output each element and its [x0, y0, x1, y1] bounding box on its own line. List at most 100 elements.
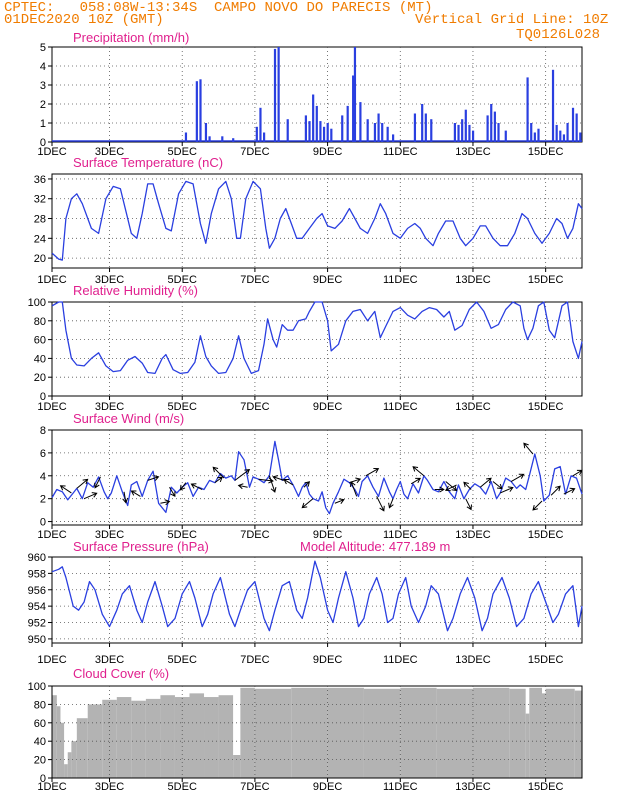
x-tick-label: 7DEC: [240, 274, 269, 286]
precip-bar: [537, 128, 540, 142]
wind-arrow: [563, 487, 576, 495]
cloud-segment: [71, 741, 77, 778]
precip-bar: [352, 75, 355, 142]
precip-bar: [377, 113, 380, 142]
precip-bar: [575, 113, 578, 142]
x-tick-label: 15DEC: [528, 654, 564, 666]
precip-bar: [559, 130, 562, 142]
x-tick-label: 11DEC: [383, 781, 418, 793]
precip-bar: [184, 132, 188, 142]
wind-arrow: [463, 481, 472, 490]
x-tick-label: 11DEC: [383, 654, 418, 666]
wind-arrow: [83, 492, 98, 500]
wind-arrow: [388, 498, 394, 509]
x-tick-label: 1DEC: [37, 401, 66, 413]
x-tick-label: 3DEC: [95, 654, 124, 666]
x-tick-label: 7DEC: [240, 654, 269, 666]
cloud-segment: [145, 698, 161, 778]
precip-bar: [453, 123, 456, 142]
panel-title: Surface Temperature (nC): [73, 155, 223, 170]
precip-bar: [286, 119, 289, 142]
header-station: CPTEC: 058:08W-13:34S CAMPO NOVO DO PARE…: [4, 0, 433, 16]
cloud-segment: [160, 695, 175, 778]
cloud-segment: [529, 687, 543, 778]
x-tick-label: 11DEC: [383, 274, 418, 286]
precip-bar: [326, 123, 329, 142]
x-tick-label: 13DEC: [455, 781, 491, 793]
x-tick-label: 13DEC: [455, 274, 491, 286]
x-tick-label: 7DEC: [240, 146, 269, 158]
precip-bar: [277, 47, 280, 142]
cloud-segment: [436, 688, 473, 778]
cloud-segment: [363, 688, 401, 778]
y-tick-label: 8: [40, 425, 46, 437]
y-tick-label: 20: [34, 253, 46, 265]
wind-arrow: [212, 466, 225, 479]
precip-bar: [304, 115, 307, 142]
precip-bar: [566, 123, 569, 142]
cloud-segment: [472, 687, 510, 778]
wind-arrow: [234, 468, 251, 481]
wind-arrow: [500, 486, 514, 494]
y-tick-label: 952: [28, 618, 46, 630]
cloud-segment: [218, 695, 234, 778]
panel-4: 950 952 954 956 958 960 1DEC 3DEC 5DEC 7DEC 9DEC 11…: [28, 539, 583, 666]
panel-title: Surface Pressure (hPa): [73, 539, 209, 554]
x-tick-label: 1DEC: [37, 781, 66, 793]
precip-bar: [273, 48, 277, 142]
precip-bar: [259, 107, 262, 142]
y-tick-label: 960: [28, 552, 46, 564]
y-tick-label: 956: [28, 585, 46, 597]
precip-bar: [208, 136, 211, 142]
precip-bar: [551, 69, 555, 142]
panel-title: Relative Humidity (%): [73, 283, 198, 298]
precip-bar: [330, 128, 333, 142]
x-tick-label: 15DEC: [528, 529, 564, 541]
precip-bar: [312, 94, 315, 142]
precip-bar: [373, 123, 377, 142]
x-tick-label: 13DEC: [455, 654, 491, 666]
precip-bar: [392, 134, 395, 142]
panel-0: 0 1 2 3 4 5 1DEC 3DEC 5DEC 7DEC 9DEC 11DEC 13DEC 15DE…: [37, 30, 583, 158]
precip-bar: [262, 132, 266, 142]
cloud-segment: [327, 687, 364, 778]
precip-bar: [353, 47, 357, 142]
cloud-segment: [204, 697, 219, 778]
cloud-segment: [574, 690, 582, 778]
x-tick-label: 9DEC: [313, 146, 342, 158]
cloud-segment: [87, 704, 103, 778]
precip-bar: [366, 119, 369, 142]
cloud-segment: [233, 755, 241, 778]
panel-frame: [51, 429, 583, 526]
x-tick-label: 9DEC: [313, 529, 342, 541]
precip-bar: [468, 124, 471, 142]
y-tick-label: 28: [34, 214, 46, 226]
x-tick-label: 5DEC: [168, 146, 197, 158]
wind-arrow: [410, 477, 422, 485]
wind-arrow: [349, 481, 358, 497]
cloud-segment: [400, 687, 437, 778]
header-code: TQ0126L028: [516, 27, 601, 43]
y-tick-label: 60: [34, 335, 46, 347]
header-grid-note: Vertical Grid Line: 10Z: [415, 12, 609, 28]
cloud-segment: [60, 722, 65, 778]
precip-bar: [490, 104, 493, 142]
wind-arrow: [550, 485, 561, 496]
precip-bar: [471, 130, 475, 142]
x-tick-label: 15DEC: [528, 401, 564, 413]
cloud-segment: [116, 697, 132, 778]
panel-frame: [51, 685, 583, 779]
y-tick-label: 2: [40, 99, 46, 111]
wind-arrow: [572, 469, 583, 477]
y-tick-label: 100: [28, 681, 46, 693]
x-tick-label: 13DEC: [455, 529, 491, 541]
precip-bar: [555, 124, 558, 142]
wind-arrow: [365, 467, 380, 477]
cloud-segment: [131, 700, 146, 778]
precip-bar: [346, 105, 349, 142]
y-tick-label: 0: [40, 517, 46, 529]
precip-bar: [255, 126, 258, 142]
panel-title: Cloud Cover (%): [73, 666, 169, 681]
x-tick-label: 5DEC: [168, 401, 197, 413]
precip-bar: [504, 130, 507, 142]
